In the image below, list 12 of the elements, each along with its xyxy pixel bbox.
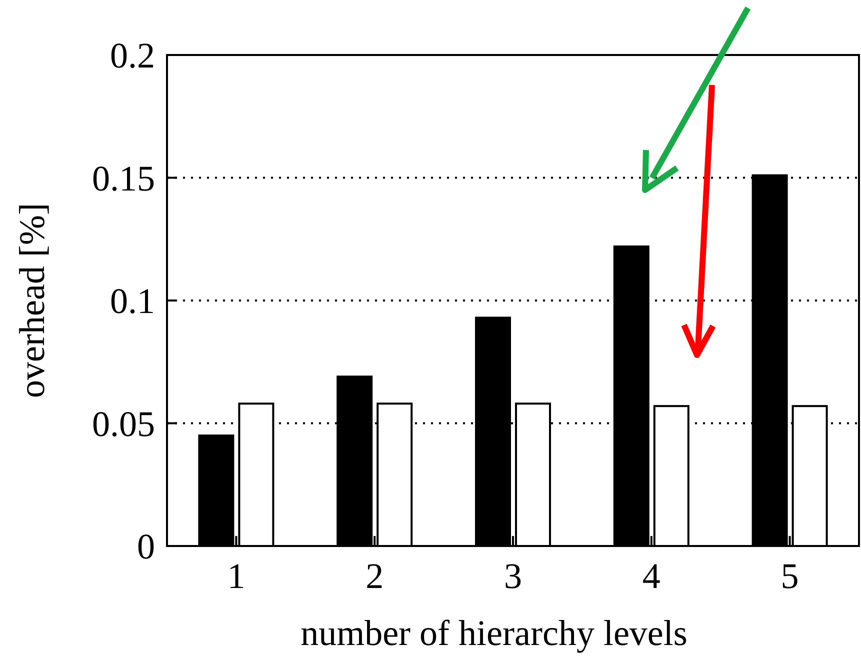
y-tick-label: 0 [137,526,155,567]
x-axis-title: number of hierarchy levels [300,613,688,653]
x-tick-label: 5 [780,556,799,596]
x-tick-label: 3 [504,556,522,596]
y-tick-label: 0.05 [92,404,155,444]
x-tick-label: 1 [227,556,246,596]
x-tick-label: 2 [366,556,384,596]
y-tick-label: 0.15 [92,158,155,198]
y-tick-label: 0.2 [110,36,155,76]
x-tick-label: 4 [642,556,660,596]
y-tick-label: 0.1 [110,281,155,322]
y-axis-title: overhead [%] [12,203,52,398]
